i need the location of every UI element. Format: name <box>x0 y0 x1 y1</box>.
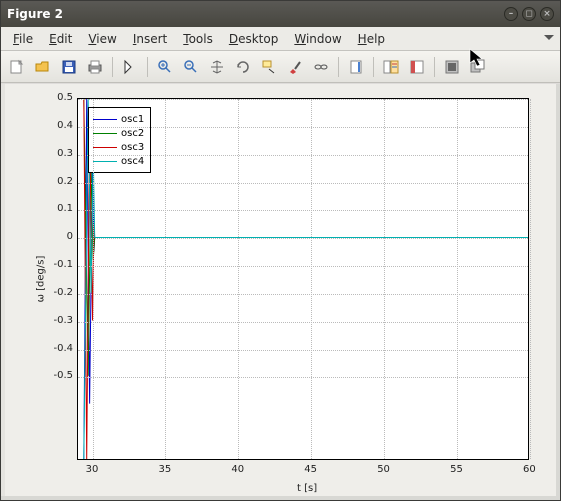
chart-xtick-label: 60 <box>523 464 536 475</box>
legend-entry-osc1[interactable]: osc1 <box>93 112 144 126</box>
legend-entry-osc2[interactable]: osc2 <box>93 126 144 140</box>
chart-ytick-label: -0.2 <box>49 287 73 298</box>
legend-label: osc3 <box>121 142 144 153</box>
insert-colorbar-button[interactable] <box>344 55 368 79</box>
toolbar <box>1 51 560 83</box>
legend-label: osc1 <box>121 114 144 125</box>
chart-gridline-v <box>457 99 458 459</box>
menu-tools[interactable]: Tools <box>175 30 221 48</box>
data-cursor-button[interactable] <box>257 55 281 79</box>
hide-plot-tools-button[interactable] <box>405 55 429 79</box>
chart-gridline-h <box>78 210 528 211</box>
window-title: Figure 2 <box>7 7 63 21</box>
link-data-button[interactable] <box>309 55 333 79</box>
legend-label: osc2 <box>121 128 144 139</box>
close-button[interactable]: × <box>540 7 554 21</box>
chart-ytick-label: 0.4 <box>49 120 73 131</box>
legend-line-icon <box>93 161 117 162</box>
chart-legend[interactable]: osc1 osc2 osc3 osc4 <box>88 107 151 173</box>
chart-ytick-label: 0.3 <box>49 148 73 159</box>
chart-gridline-h <box>78 183 528 184</box>
legend-entry-osc3[interactable]: osc3 <box>93 140 144 154</box>
chart-gridline-v <box>311 99 312 459</box>
chart-gridline-h <box>78 155 528 156</box>
legend-line-icon <box>93 119 117 120</box>
chart-xtick-label: 40 <box>231 464 244 475</box>
chart-ytick-label: 0.5 <box>49 92 73 103</box>
chart-ytick-label: 0 <box>49 231 73 242</box>
chart-ytick-label: -0.1 <box>49 259 73 270</box>
chart-xtick-label: 35 <box>158 464 171 475</box>
menu-edit[interactable]: Edit <box>41 30 80 48</box>
chart-gridline-h <box>78 266 528 267</box>
chart-xtick-label: 50 <box>377 464 390 475</box>
legend-entry-osc4[interactable]: osc4 <box>93 154 144 168</box>
undock-button[interactable] <box>466 55 490 79</box>
menu-insert[interactable]: Insert <box>125 30 175 48</box>
chart-axes[interactable]: osc1 osc2 osc3 osc4 <box>77 98 529 460</box>
chart-xtick-label: 55 <box>450 464 463 475</box>
chart-ytick-label: -0.3 <box>49 315 73 326</box>
zoom-in-button[interactable] <box>153 55 177 79</box>
chart-ytick-label: -0.5 <box>49 370 73 381</box>
chart-ytick-label: 0.2 <box>49 176 73 187</box>
maximize-button[interactable]: ◻ <box>522 7 536 21</box>
chart-gridline-v <box>93 99 94 459</box>
menubar-dropdown-icon[interactable] <box>544 35 554 40</box>
chart-gridline-h <box>78 99 528 100</box>
chart-ylabel: ω [deg/s] <box>36 256 47 303</box>
menu-window[interactable]: Window <box>286 30 349 48</box>
menubar: File Edit View Insert Tools Desktop Wind… <box>1 27 560 51</box>
chart-xtick-label: 45 <box>304 464 317 475</box>
chart-gridline-h <box>78 322 528 323</box>
dock-button[interactable] <box>440 55 464 79</box>
brush-button[interactable] <box>283 55 307 79</box>
menu-view[interactable]: View <box>80 30 124 48</box>
pan-button[interactable] <box>205 55 229 79</box>
edit-plot-button[interactable] <box>118 55 142 79</box>
menu-help[interactable]: Help <box>350 30 393 48</box>
figure-window: Figure 2 – ◻ × File Edit View Insert Too… <box>0 0 561 501</box>
titlebar[interactable]: Figure 2 – ◻ × <box>1 1 560 27</box>
minimize-button[interactable]: – <box>504 7 518 21</box>
open-button[interactable] <box>31 55 55 79</box>
chart-gridline-h <box>78 238 528 239</box>
menu-desktop[interactable]: Desktop <box>221 30 287 48</box>
chart-gridline-v <box>384 99 385 459</box>
chart-gridline-h <box>78 294 528 295</box>
figure-canvas[interactable]: osc1 osc2 osc3 osc4 ω [deg/s] t [s] 30 35 40 4… <box>1 83 560 500</box>
chart-gridline-h <box>78 127 528 128</box>
chart-gridline-v <box>165 99 166 459</box>
print-button[interactable] <box>83 55 107 79</box>
chart-ytick-label: 0.1 <box>49 203 73 214</box>
chart-gridline-h <box>78 377 528 378</box>
save-button[interactable] <box>57 55 81 79</box>
new-figure-button[interactable] <box>5 55 29 79</box>
legend-line-icon <box>93 133 117 134</box>
rotate-button[interactable] <box>231 55 255 79</box>
chart-ytick-label: -0.4 <box>49 343 73 354</box>
legend-label: osc4 <box>121 156 144 167</box>
insert-legend-button[interactable] <box>379 55 403 79</box>
chart-xtick-label: 30 <box>86 464 99 475</box>
chart-gridline-v <box>238 99 239 459</box>
menu-file[interactable]: File <box>5 30 41 48</box>
chart-xlabel: t [s] <box>297 483 317 494</box>
legend-line-icon <box>93 147 117 148</box>
chart-gridline-h <box>78 350 528 351</box>
chart-gridline-v <box>530 99 531 459</box>
zoom-out-button[interactable] <box>179 55 203 79</box>
